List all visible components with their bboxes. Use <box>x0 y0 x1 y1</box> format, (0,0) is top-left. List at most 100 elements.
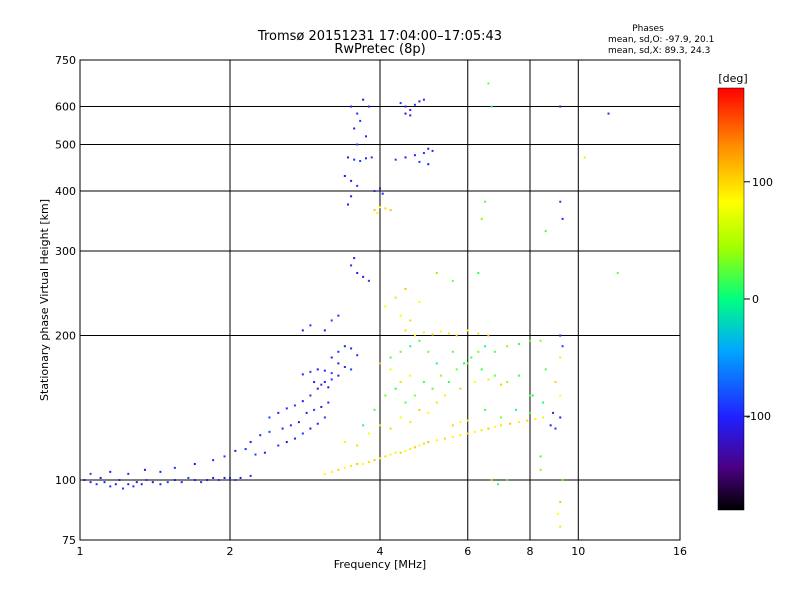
data-point <box>166 481 169 484</box>
data-point <box>316 422 319 425</box>
data-point <box>418 339 421 342</box>
data-point <box>337 350 340 353</box>
data-point <box>127 472 130 475</box>
data-point <box>539 468 542 471</box>
data-point <box>350 347 353 350</box>
data-point <box>343 345 346 348</box>
data-point <box>293 404 296 407</box>
data-point <box>515 408 518 411</box>
data-point <box>506 479 509 482</box>
data-point <box>379 187 381 190</box>
data-point <box>359 160 362 163</box>
y-tick-label: 600 <box>55 101 76 114</box>
data-point <box>323 329 326 332</box>
data-point <box>413 154 416 157</box>
data-point <box>539 339 542 342</box>
data-point <box>443 394 446 397</box>
data-point <box>561 479 564 482</box>
data-point <box>542 416 545 419</box>
data-point <box>542 401 545 404</box>
data-point <box>418 160 421 163</box>
data-point <box>244 448 247 451</box>
data-point <box>404 105 407 108</box>
data-point <box>431 333 434 336</box>
data-point <box>373 190 376 193</box>
data-point <box>384 455 387 458</box>
data-point <box>234 479 237 482</box>
data-point <box>337 314 340 317</box>
data-point <box>330 372 333 375</box>
grid-lines <box>80 60 680 540</box>
data-point <box>330 356 333 359</box>
data-point <box>607 112 610 115</box>
data-point <box>404 329 407 332</box>
data-point <box>343 365 346 368</box>
data-point <box>384 207 387 210</box>
data-point <box>356 444 359 447</box>
data-point <box>223 455 226 458</box>
colorbar <box>717 87 745 511</box>
data-point <box>323 369 326 372</box>
data-point <box>381 192 384 195</box>
data-point <box>356 271 359 274</box>
data-point <box>330 378 333 381</box>
data-point <box>496 483 499 486</box>
data-point <box>193 462 196 465</box>
data-point <box>399 314 402 317</box>
data-point <box>399 350 402 353</box>
data-point <box>459 421 462 424</box>
data-point <box>413 446 416 449</box>
data-point <box>422 381 425 384</box>
data-point <box>301 329 304 332</box>
y-tick-label: 100 <box>55 474 76 487</box>
data-point <box>466 329 469 332</box>
data-point <box>327 401 330 404</box>
data-point <box>313 381 316 384</box>
data-point <box>367 461 370 464</box>
data-point <box>103 481 106 484</box>
data-point <box>399 451 402 454</box>
data-point <box>356 184 359 187</box>
data-point <box>559 416 562 419</box>
data-point <box>359 119 362 122</box>
data-point <box>350 179 353 182</box>
data-point <box>373 459 376 462</box>
data-point <box>268 430 271 433</box>
data-point <box>362 462 365 465</box>
x-tick-labels: 1 2 4 6 8 10 16 <box>77 545 688 558</box>
data-point <box>506 345 509 348</box>
data-point <box>337 374 340 377</box>
data-point <box>473 430 476 433</box>
data-point <box>99 476 102 479</box>
data-point <box>350 195 353 198</box>
data-point <box>493 374 496 377</box>
data-point <box>409 109 412 112</box>
data-point <box>330 319 333 322</box>
data-point <box>143 468 146 471</box>
data-point <box>500 424 503 427</box>
data-point <box>413 334 416 337</box>
data-point <box>480 429 483 432</box>
data-point <box>239 476 242 479</box>
data-point <box>466 419 469 422</box>
y-tick-label: 500 <box>55 139 76 152</box>
data-point <box>301 373 304 376</box>
data-point <box>384 305 387 308</box>
data-point <box>447 381 450 384</box>
data-point <box>418 444 421 447</box>
data-point <box>561 217 564 220</box>
x-tick-label: 10 <box>571 545 585 558</box>
data-point <box>370 156 373 159</box>
x-tick-label: 4 <box>377 545 384 558</box>
data-point <box>447 332 450 335</box>
data-point <box>379 457 381 460</box>
data-point <box>309 324 312 327</box>
data-point <box>122 487 125 490</box>
data-point <box>389 356 392 359</box>
data-point <box>350 464 353 467</box>
data-point <box>193 479 196 482</box>
data-point <box>379 424 381 427</box>
data-point <box>404 112 407 115</box>
data-point <box>559 500 562 503</box>
data-point <box>435 439 438 442</box>
